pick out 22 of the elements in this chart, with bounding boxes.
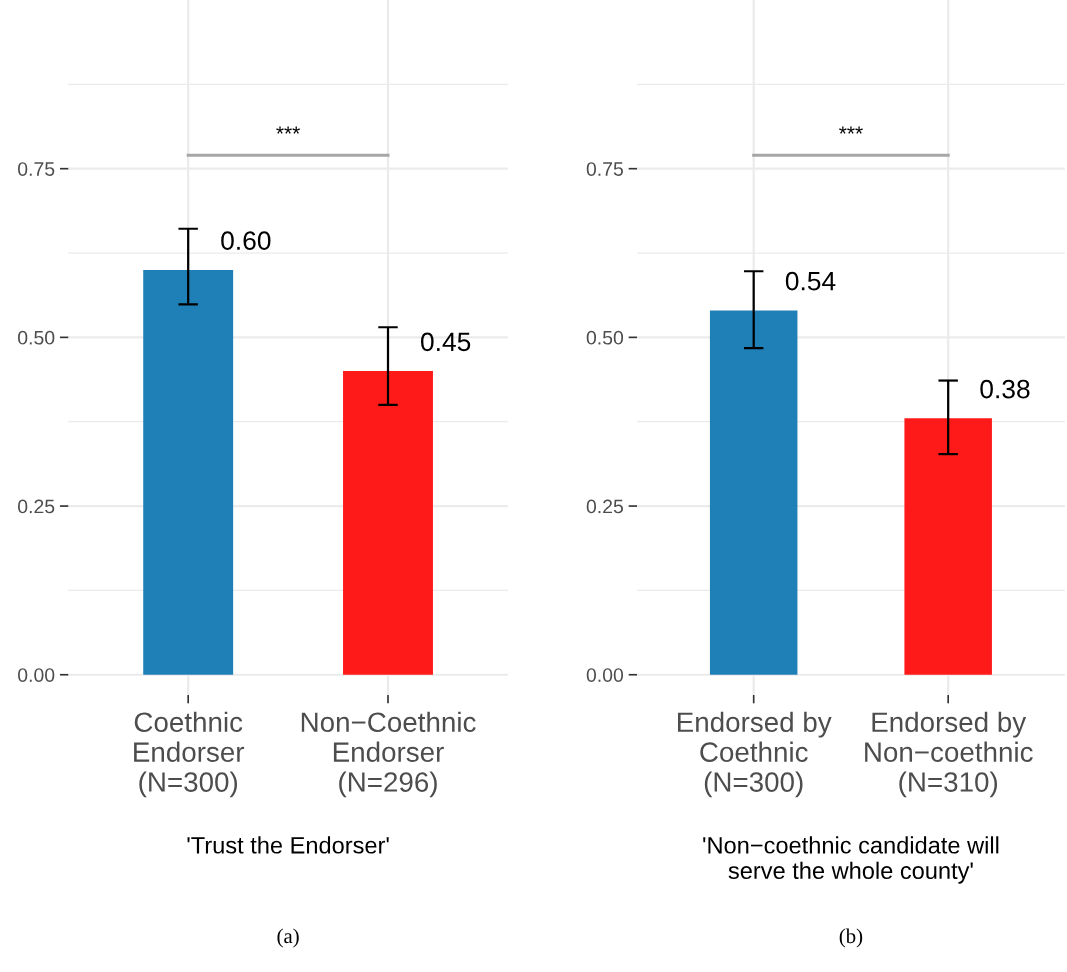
x-axis-title: 'Trust the Endorser': [187, 836, 389, 854]
text: (b): [839, 928, 863, 948]
y-tick-label: 0.75: [586, 162, 623, 176]
x-axis-title: 'Non−coethnic candidate will serve the whole county': [703, 836, 999, 884]
y-tick-label: 0.00: [18, 668, 55, 682]
y-tick-label: 0.50: [586, 330, 624, 345]
y-tick-label: 0.50: [18, 330, 55, 345]
data-label: 0.60: [221, 231, 271, 250]
annotation: ***: [276, 126, 300, 134]
text: (a): [277, 928, 299, 948]
y-tick-label: 0.75: [18, 162, 55, 176]
x-tick-label: Endorsed by Coethnic (N=300): [677, 711, 832, 798]
x-tick-label: Non−Coethnic Endorser (N=296): [301, 711, 476, 798]
y-tick-label: 0.25: [586, 499, 623, 514]
x-tick-label: Endorsed by Non−coethnic (N=310): [865, 711, 1033, 798]
y-tick-label: 0.00: [586, 668, 624, 682]
y-tick-label: 0.25: [18, 499, 55, 514]
data-label: 0.54: [785, 271, 836, 291]
annotation: ***: [839, 126, 863, 134]
data-label: 0.45: [421, 332, 471, 352]
data-label: 0.38: [980, 379, 1030, 399]
x-tick-label: Coethnic Endorser (N=300): [134, 711, 245, 798]
